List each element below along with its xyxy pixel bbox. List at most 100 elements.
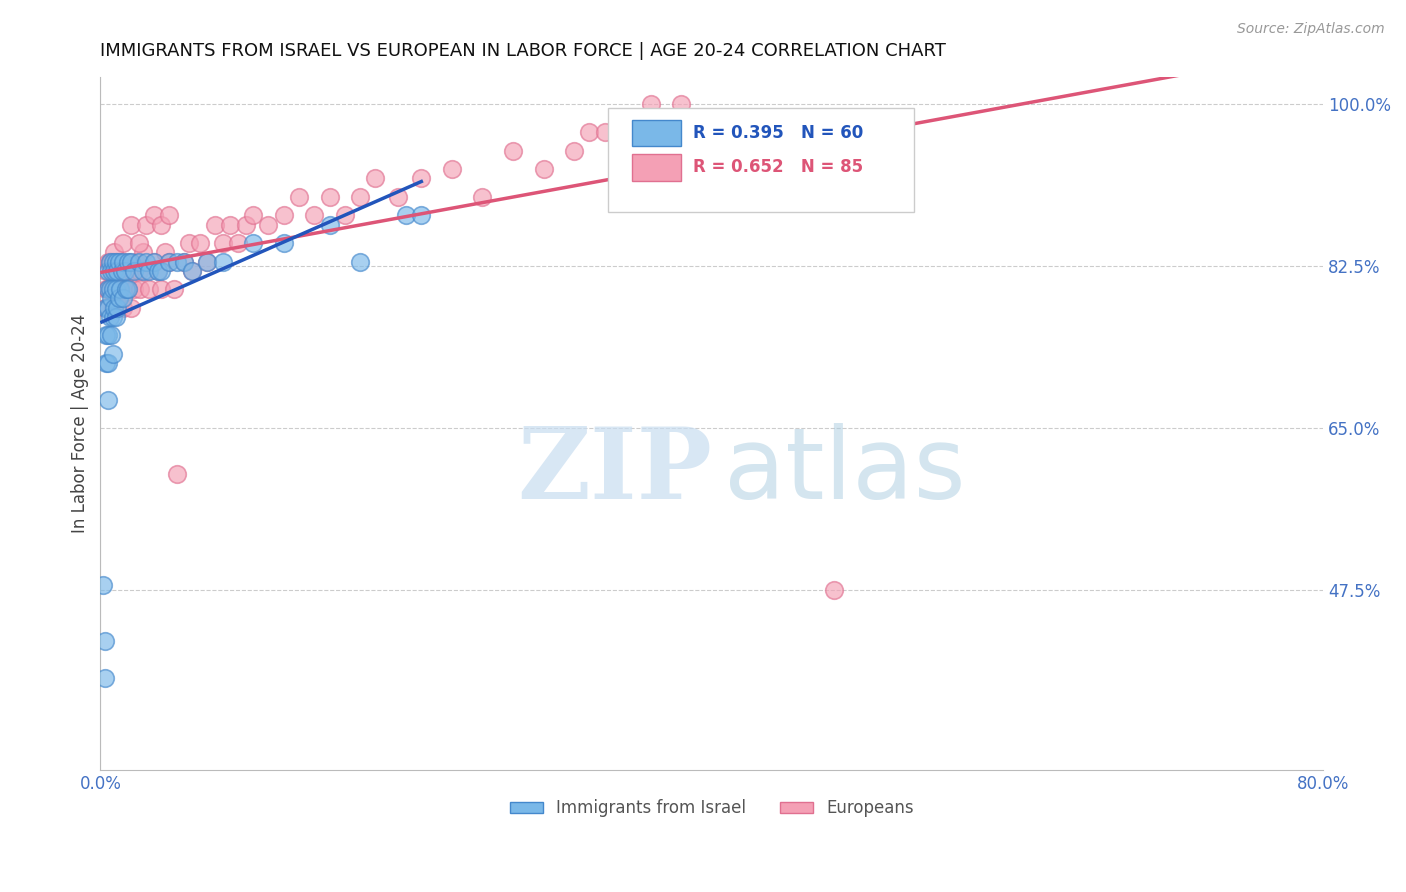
Point <box>318 190 340 204</box>
Point <box>112 292 135 306</box>
Point <box>110 264 132 278</box>
Point <box>349 254 371 268</box>
Point <box>173 254 195 268</box>
Y-axis label: In Labor Force | Age 20-24: In Labor Force | Age 20-24 <box>72 314 89 533</box>
Point <box>103 301 125 315</box>
Point <box>97 282 120 296</box>
Legend: Immigrants from Israel, Europeans: Immigrants from Israel, Europeans <box>503 793 921 824</box>
Point <box>173 254 195 268</box>
Point <box>96 356 118 370</box>
Point <box>395 208 418 222</box>
Point <box>411 208 433 222</box>
Point <box>120 218 142 232</box>
Point <box>177 235 200 250</box>
Text: R = 0.652   N = 85: R = 0.652 N = 85 <box>693 159 863 177</box>
Point <box>211 254 233 268</box>
Point <box>96 264 118 278</box>
Point <box>195 254 218 268</box>
Point <box>166 467 188 482</box>
Point <box>138 264 160 278</box>
Point <box>138 282 160 296</box>
Text: R = 0.395   N = 60: R = 0.395 N = 60 <box>693 124 863 142</box>
Point <box>142 208 165 222</box>
Point <box>101 282 124 296</box>
Point <box>150 218 173 232</box>
Point <box>97 264 120 278</box>
Point <box>101 310 124 324</box>
Point <box>124 254 146 268</box>
Point <box>181 264 204 278</box>
Point <box>153 245 176 260</box>
Point <box>142 254 165 268</box>
Point <box>150 264 173 278</box>
Point <box>103 245 125 260</box>
Point <box>349 190 371 204</box>
Point <box>96 282 118 296</box>
Point <box>100 328 122 343</box>
Point <box>142 254 165 268</box>
Point <box>100 282 122 296</box>
Point <box>120 301 142 315</box>
Point <box>273 208 295 222</box>
Point <box>111 282 134 296</box>
Text: atlas: atlas <box>724 424 966 520</box>
Point <box>112 254 135 268</box>
Point <box>111 264 134 278</box>
Point <box>288 190 311 204</box>
Point <box>97 393 120 408</box>
Point <box>640 97 662 112</box>
FancyBboxPatch shape <box>607 108 914 211</box>
Point <box>411 171 433 186</box>
Point <box>219 218 242 232</box>
Point <box>242 208 264 222</box>
Point <box>533 162 555 177</box>
Point <box>120 264 142 278</box>
FancyBboxPatch shape <box>633 120 681 146</box>
Point <box>135 218 157 232</box>
Point <box>823 582 845 597</box>
Point <box>96 301 118 315</box>
Point <box>122 282 145 296</box>
Point <box>107 301 129 315</box>
Point <box>98 282 121 296</box>
Point <box>135 264 157 278</box>
Point <box>98 310 121 324</box>
Point <box>107 254 129 268</box>
Point <box>128 254 150 268</box>
Point <box>204 218 226 232</box>
Point <box>157 254 180 268</box>
Point <box>624 116 647 130</box>
Point <box>112 254 135 268</box>
Point <box>97 282 120 296</box>
Point <box>98 282 121 296</box>
Point <box>148 264 170 278</box>
Point <box>94 301 117 315</box>
Point <box>235 218 257 232</box>
Point <box>181 264 204 278</box>
Point <box>578 125 600 139</box>
Point <box>257 218 280 232</box>
Point <box>122 264 145 278</box>
Point <box>100 292 122 306</box>
Point <box>655 116 678 130</box>
Point <box>129 282 152 296</box>
Point <box>107 254 129 268</box>
Point <box>105 264 128 278</box>
Point <box>150 282 173 296</box>
Point <box>101 264 124 278</box>
Point <box>120 254 142 268</box>
Point <box>97 356 120 370</box>
Point <box>128 235 150 250</box>
Point <box>112 301 135 315</box>
Point <box>115 282 138 296</box>
Point <box>104 254 127 268</box>
Point <box>273 235 295 250</box>
Point <box>157 208 180 222</box>
Point <box>132 245 155 260</box>
Point <box>97 301 120 315</box>
Point <box>609 116 631 130</box>
Point <box>104 310 127 324</box>
Text: Source: ZipAtlas.com: Source: ZipAtlas.com <box>1237 22 1385 37</box>
Point <box>107 292 129 306</box>
Point <box>387 190 409 204</box>
